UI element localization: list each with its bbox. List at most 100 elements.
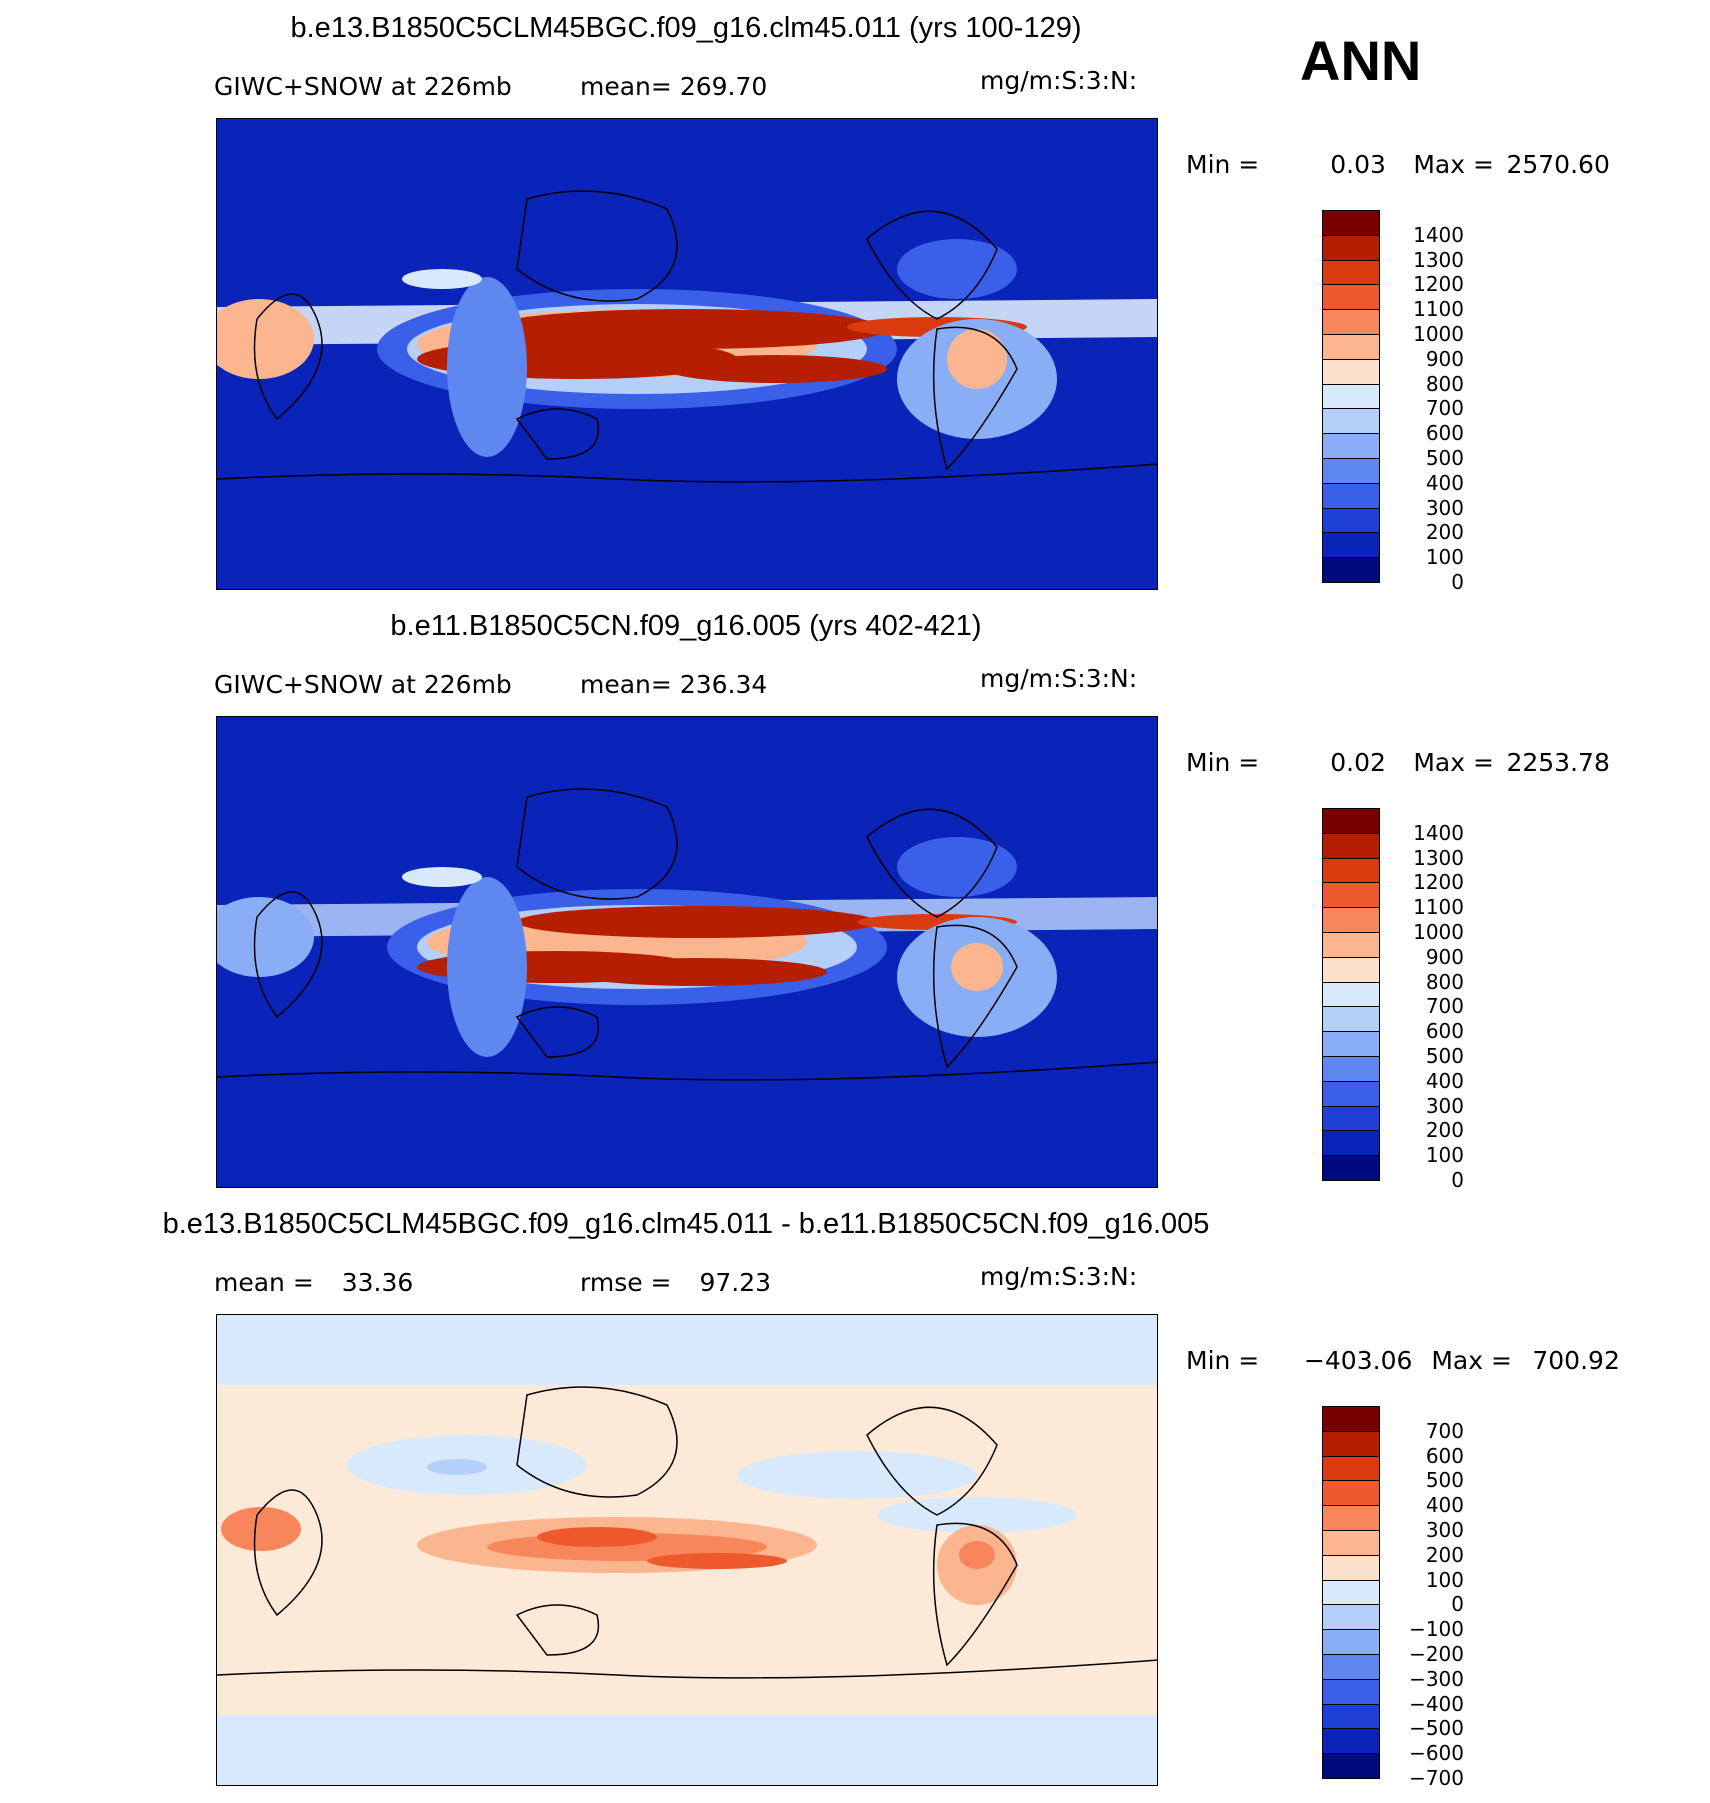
colorbar-swatch — [1322, 857, 1380, 884]
panel-1-coastlines — [217, 190, 1157, 483]
colorbar-swatch — [1322, 458, 1380, 484]
colorbar-swatch — [1322, 1430, 1380, 1457]
colorbar-label: 800 — [1425, 969, 1464, 994]
colorbar-swatch — [1322, 1006, 1380, 1033]
colorbar-label: 400 — [1425, 470, 1464, 495]
panel-1-minmax: Min = 0.03 Max = 2570.60 — [1186, 150, 1610, 179]
colorbar-label: 1200 — [1413, 272, 1464, 297]
panel-3-min-label: Min = — [1186, 1346, 1260, 1375]
colorbar-label: −100 — [1409, 1617, 1464, 1642]
colorbar-swatch — [1322, 1554, 1380, 1581]
panel-2-max-label: Max = — [1413, 748, 1494, 777]
colorbar-label: 700 — [1425, 994, 1464, 1019]
panel-3-rmse-value: 97.23 — [699, 1268, 772, 1297]
colorbar-swatch — [1322, 482, 1380, 509]
colorbar-swatch — [1322, 1031, 1380, 1057]
colorbar-label: 500 — [1425, 1044, 1464, 1068]
colorbar-swatch — [1322, 1604, 1380, 1631]
colorbar-label: 400 — [1425, 1493, 1464, 1518]
colorbar-label: 800 — [1425, 371, 1464, 396]
colorbar-swatch — [1322, 259, 1380, 286]
panel-2-map — [216, 716, 1158, 1188]
colorbar-swatch — [1322, 334, 1380, 360]
colorbar-swatch — [1322, 932, 1380, 958]
colorbar-swatch — [1322, 1579, 1380, 1606]
colorbar-swatch — [1322, 1728, 1380, 1755]
panel-3-units: mg/m:S:3:N: — [980, 1262, 1138, 1291]
colorbar-label: 600 — [1425, 1019, 1464, 1044]
colorbar-label: 1100 — [1413, 297, 1464, 322]
colorbar-swatch — [1322, 532, 1380, 559]
colorbar-label: 1100 — [1413, 895, 1464, 920]
colorbar-swatch — [1322, 1629, 1380, 1655]
panel-3-max-value: 700.92 — [1532, 1346, 1620, 1375]
colorbar-swatch — [1322, 1703, 1380, 1730]
colorbar-swatch — [1322, 1080, 1380, 1107]
colorbar-label: 900 — [1425, 346, 1464, 371]
colorbar-label: 300 — [1425, 1518, 1464, 1542]
colorbar-label: −400 — [1409, 1691, 1464, 1716]
colorbar-label: 1300 — [1413, 247, 1464, 272]
colorbar-label: −600 — [1409, 1741, 1464, 1766]
panel-2-contours — [217, 837, 1157, 1057]
colorbar-swatch — [1322, 1455, 1380, 1482]
panel-2-variable-label: GIWC+SNOW at 226mb — [214, 670, 512, 699]
colorbar-label: 500 — [1425, 1468, 1464, 1493]
panel-3-max-label: Max = — [1431, 1346, 1512, 1375]
colorbar-swatch — [1322, 1056, 1380, 1082]
panel-1-min-value: 0.03 — [1330, 150, 1386, 179]
panel-1-mean-value: 269.70 — [679, 72, 768, 101]
colorbar-label: 1400 — [1413, 820, 1464, 845]
panel-1-colorbar: 1400 1300 1200 1100 1000 900 800 700 600 500 400 30… — [1322, 210, 1464, 592]
colorbar-label: −200 — [1409, 1642, 1464, 1666]
panel-2-min-value: 0.02 — [1330, 748, 1386, 777]
panel-3-mean: mean = 33.36 — [214, 1268, 413, 1297]
colorbar-swatch — [1322, 956, 1380, 983]
colorbar-label: −700 — [1409, 1766, 1464, 1790]
panel-1-title: b.e13.B1850C5CLM45BGC.f09_g16.clm45.011 … — [290, 12, 1082, 44]
panel-2-title: b.e11.B1850C5CN.f09_g16.005 (yrs 402-421… — [390, 610, 982, 642]
colorbar-label: 700 — [1425, 1418, 1464, 1443]
colorbar-swatch — [1322, 309, 1380, 335]
colorbar-swatch — [1322, 358, 1380, 385]
colorbar-label: 200 — [1425, 520, 1464, 545]
colorbar-swatch — [1322, 433, 1380, 459]
panel-1-map — [216, 118, 1158, 590]
colorbar-swatch — [1322, 210, 1380, 236]
panel-1-mean-label: mean= — [580, 72, 672, 101]
colorbar-label: 1000 — [1413, 322, 1464, 346]
colorbar-label: 0 — [1451, 1168, 1464, 1192]
panel-2-colorbar: 1400 1300 1200 1100 1000 900 800 700 600 500 400 30… — [1322, 808, 1464, 1190]
panel-3-colorbar: 700 600 500 400 300 200 100 0 −100 −200 −300 −400 −5… — [1322, 1406, 1464, 1788]
colorbar-swatch — [1322, 1678, 1380, 1705]
colorbar-swatch — [1322, 284, 1380, 311]
season-label: ANN — [1300, 29, 1422, 92]
colorbar-swatch — [1322, 1130, 1380, 1157]
panel-2-units: mg/m:S:3:N: — [980, 664, 1138, 693]
colorbar-swatch — [1322, 1505, 1380, 1531]
panel-2-minmax: Min = 0.02 Max = 2253.78 — [1186, 748, 1610, 777]
colorbar-label: 200 — [1425, 1542, 1464, 1567]
panel-2-coastlines — [217, 788, 1157, 1081]
panel-3-title: b.e13.B1850C5CLM45BGC.f09_g16.clm45.011 … — [162, 1208, 1210, 1240]
colorbar-label: 400 — [1425, 1068, 1464, 1093]
colorbar-label: 900 — [1425, 944, 1464, 969]
colorbar-swatch — [1322, 882, 1380, 909]
panel-3-mean-value: 33.36 — [341, 1268, 414, 1297]
panel-3-map — [216, 1314, 1158, 1786]
colorbar-label: 600 — [1425, 421, 1464, 446]
panel-3-coastlines — [217, 1386, 1157, 1679]
colorbar-label: 100 — [1425, 1567, 1464, 1592]
colorbar-label: 1300 — [1413, 845, 1464, 870]
panel-3-mean-label: mean = — [214, 1268, 314, 1297]
colorbar-swatch — [1322, 1105, 1380, 1132]
colorbar-swatch — [1322, 808, 1380, 834]
colorbar-label: 1200 — [1413, 870, 1464, 895]
colorbar-swatch — [1322, 234, 1380, 261]
colorbar-swatch — [1322, 1406, 1380, 1432]
panel-3-minmax: Min = −403.06 Max = 700.92 — [1186, 1346, 1620, 1375]
colorbar-label: 0 — [1451, 1592, 1464, 1617]
colorbar-label: 100 — [1425, 545, 1464, 570]
panel-1-units: mg/m:S:3:N: — [980, 66, 1138, 95]
colorbar-label: 100 — [1425, 1143, 1464, 1168]
